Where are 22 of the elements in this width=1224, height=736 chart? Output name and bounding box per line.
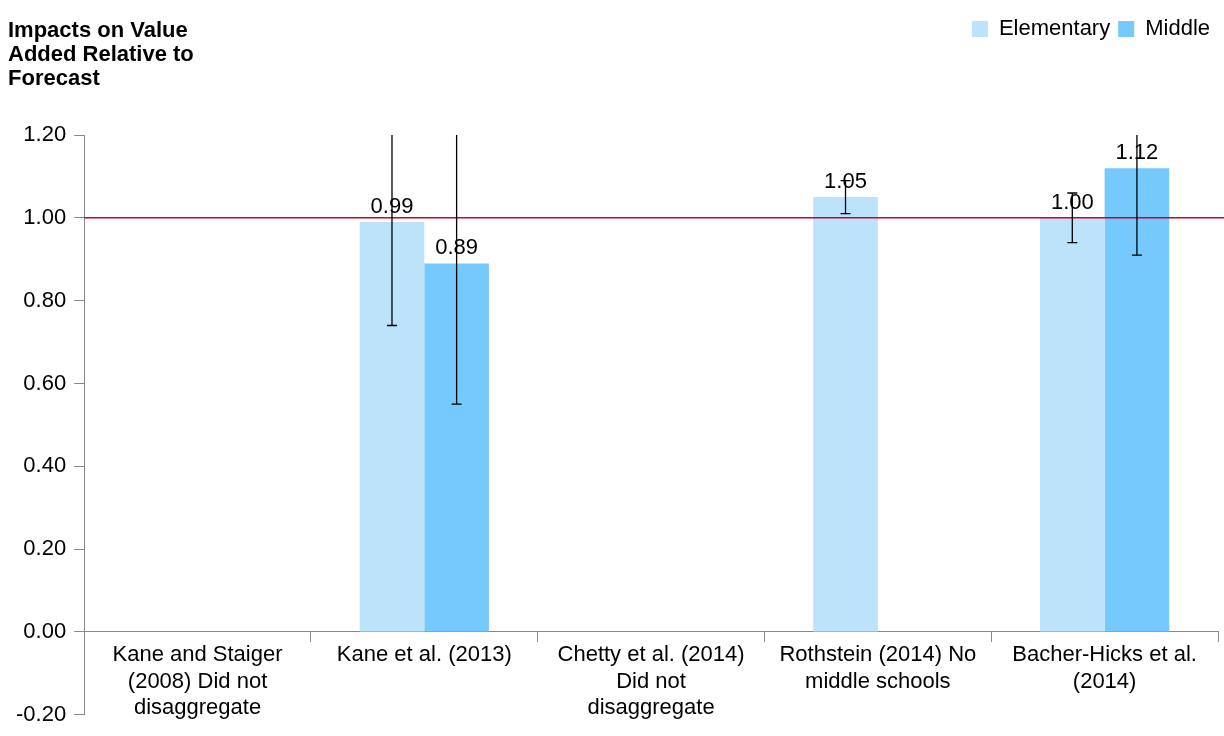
chart-title: Impacts on Value Added Relative to Forecast xyxy=(8,17,195,90)
legend-label: Middle xyxy=(1145,15,1210,41)
bar xyxy=(813,197,878,632)
x-tick-label: Rothstein (2014) No middle schools xyxy=(779,641,977,693)
x-tick-label: Kane et al. (2013) xyxy=(336,641,512,667)
x-tick-label: Bacher-Hicks et al. (2014) xyxy=(1012,641,1197,693)
y-tick-label: 1.00 xyxy=(23,203,67,229)
data-label: 1.05 xyxy=(824,168,867,194)
y-tick-label: 0.80 xyxy=(23,286,67,312)
x-tick-label: Chetty et al. (2014) Did not disaggregate xyxy=(557,641,745,720)
x-tick-label: Kane and Staiger (2008) Did not disaggregate xyxy=(112,641,283,720)
bar xyxy=(1104,168,1170,632)
y-tick-label: 0.00 xyxy=(23,618,67,644)
y-tick-label: 0.40 xyxy=(23,452,67,478)
bar xyxy=(1039,217,1105,632)
bar xyxy=(424,263,489,632)
legend-label: Elementary xyxy=(998,15,1111,41)
y-tick-label: 1.20 xyxy=(23,121,67,147)
bar xyxy=(359,221,425,632)
y-tick-label: 0.60 xyxy=(23,369,67,395)
y-tick-label: -0.20 xyxy=(15,700,67,726)
y-tick-label: 0.20 xyxy=(23,535,67,561)
